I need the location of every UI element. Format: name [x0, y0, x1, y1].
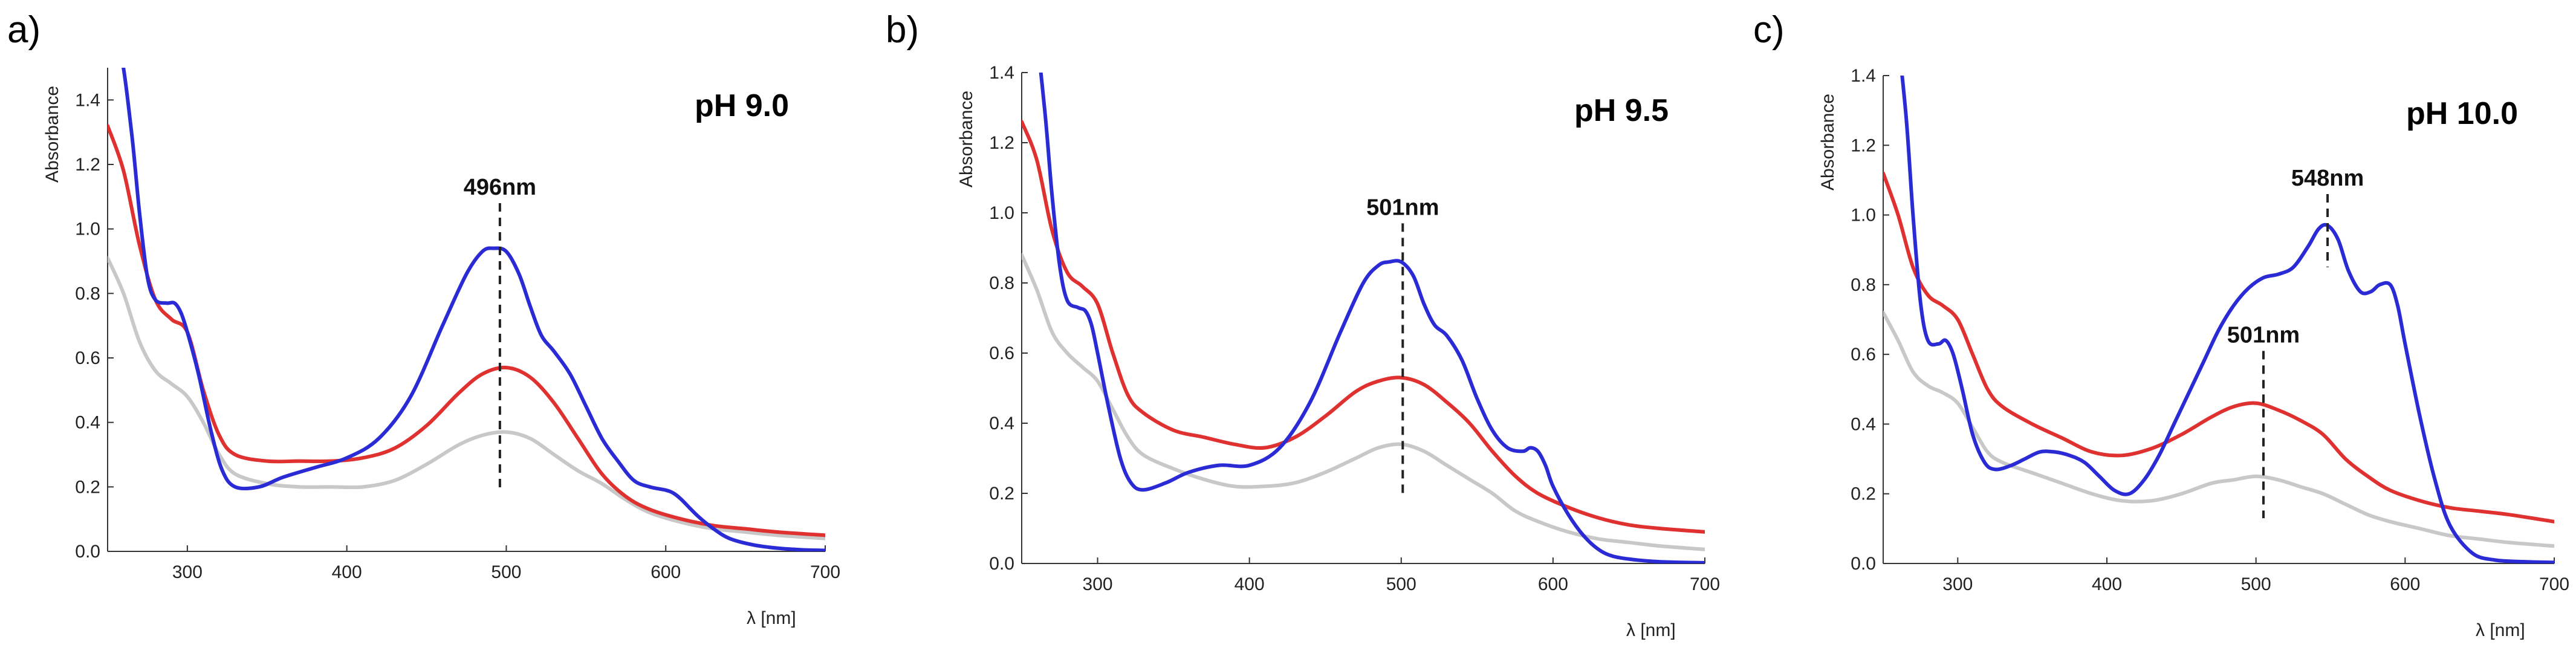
- panel-title: pH 9.5: [1574, 93, 1669, 128]
- y-tick-label: 0.6: [1851, 345, 1876, 365]
- chart-panel-1: a) 0.0 0.2 0.4 0.6 0.8 1.0 1.2 1.4 300 400 500 600 70…: [7, 9, 840, 628]
- y-tick-label: 0.0: [75, 542, 100, 562]
- panel-label: c): [1753, 9, 1785, 51]
- panel-label: a): [7, 9, 41, 51]
- x-tick-label: 700: [2539, 574, 2569, 594]
- series-line-blue: [122, 68, 825, 551]
- y-tick-label: 1.4: [989, 63, 1014, 83]
- peak-marker-label: 548nm: [2291, 166, 2364, 191]
- y-tick-label: 0.0: [1851, 554, 1876, 574]
- y-tick-label: 1.2: [75, 155, 100, 175]
- panel-title: pH 9.0: [695, 88, 789, 123]
- panels: a) 0.0 0.2 0.4 0.6 0.8 1.0 1.2 1.4 300 400 500 600 70…: [7, 9, 2569, 640]
- y-tick-label: 0.4: [75, 413, 100, 433]
- y-tick-label: 1.0: [989, 203, 1014, 223]
- y-tick-label: 0.6: [989, 343, 1014, 363]
- series-line-red: [1022, 120, 1705, 534]
- x-axis-label: λ [nm]: [2476, 620, 2525, 640]
- y-tick-label: 0.8: [1851, 275, 1876, 295]
- x-axis-label: λ [nm]: [1626, 620, 1676, 640]
- series-line-blue: [1900, 76, 2554, 563]
- y-axis-label: Absorbance: [42, 86, 62, 183]
- y-tick-label: 0.6: [75, 348, 100, 368]
- x-tick-label: 400: [1234, 574, 1265, 594]
- x-tick-label: 700: [810, 562, 840, 582]
- x-tick-label: 500: [1386, 574, 1416, 594]
- y-axis-label: Absorbance: [956, 91, 976, 187]
- x-tick-label: 500: [2241, 574, 2271, 594]
- y-tick-label: 0.2: [989, 484, 1014, 504]
- series-line-blue: [1039, 73, 1705, 563]
- series-line-gray: [108, 256, 825, 541]
- series-line-red: [108, 124, 825, 537]
- y-axis-label: Absorbance: [1818, 94, 1838, 190]
- x-tick-label: 700: [1690, 574, 1720, 594]
- series-group: [1022, 73, 1705, 563]
- y-tick-label: 1.2: [989, 133, 1014, 153]
- peak-marker-label: 501nm: [1366, 195, 1439, 220]
- x-tick-label: 400: [332, 562, 362, 582]
- x-tick-label: 300: [1083, 574, 1113, 594]
- y-tick-label: 1.0: [1851, 206, 1876, 226]
- y-tick-label: 1.0: [75, 219, 100, 239]
- peak-marker-label: 496nm: [464, 175, 536, 200]
- y-tick-label: 0.4: [1851, 414, 1876, 434]
- series-group: [1883, 76, 2554, 563]
- series-group: [108, 68, 825, 551]
- y-tick-label: 0.8: [75, 284, 100, 304]
- series-line-gray: [1883, 310, 2554, 548]
- y-tick-label: 0.4: [989, 414, 1014, 433]
- x-tick-label: 600: [2390, 574, 2420, 594]
- x-tick-label: 500: [491, 562, 521, 582]
- x-tick-label: 400: [2092, 574, 2122, 594]
- peak-marker-label: 501nm: [2227, 322, 2300, 348]
- y-tick-label: 0.8: [989, 273, 1014, 293]
- x-tick-label: 600: [1538, 574, 1568, 594]
- y-tick-label: 0.2: [75, 477, 100, 497]
- y-tick-label: 0.2: [1851, 484, 1876, 504]
- x-tick-label: 300: [172, 562, 203, 582]
- panel-label: b): [886, 9, 919, 51]
- x-axis-label: λ [nm]: [747, 608, 796, 628]
- y-tick-label: 1.2: [1851, 135, 1876, 155]
- panel-title: pH 10.0: [2406, 96, 2518, 131]
- series-line-red: [1883, 171, 2554, 524]
- chart-panel-3: c) 0.0 0.2 0.4 0.6 0.8 1.0 1.2 1.4 300 400 500 600 70…: [1753, 9, 2569, 640]
- x-tick-label: 600: [650, 562, 681, 582]
- y-tick-label: 1.4: [75, 90, 100, 110]
- chart-panel-2: b) 0.0 0.2 0.4 0.6 0.8 1.0 1.2 1.4 300 400 500 600 70…: [886, 9, 1720, 640]
- x-tick-label: 300: [1942, 574, 1973, 594]
- series-line-gray: [1022, 253, 1705, 551]
- y-tick-label: 0.0: [989, 554, 1014, 574]
- y-tick-label: 1.4: [1851, 66, 1876, 86]
